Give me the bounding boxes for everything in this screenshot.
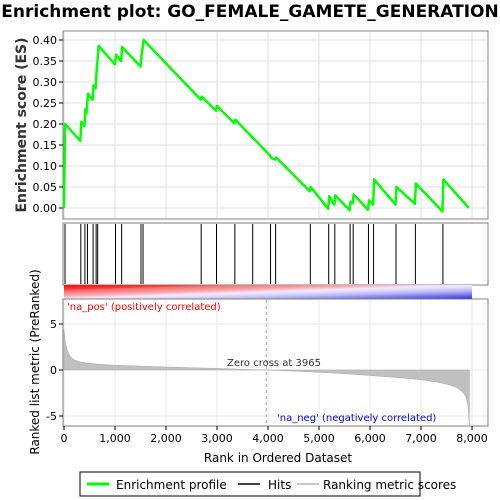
es-panel-frame [62, 30, 489, 220]
metric-xtick-label: 0 [61, 432, 68, 445]
metric-ytick-label: -5 [46, 410, 57, 423]
enrichment-profile-line [62, 38, 470, 213]
es-ytick-label: 0.25 [33, 97, 58, 110]
rank-color-bar [64, 285, 472, 299]
es-y-ticks: 0.00 0.05 0.10 0.15 0.20 0.25 0.30 0.35 0.40 [33, 34, 63, 215]
es-ytick-label: 0.05 [33, 181, 58, 194]
metric-y-axis-label: Ranked list metric (PreRanked) [28, 269, 42, 454]
metric-xtick-label: 8,000 [456, 432, 488, 445]
es-ytick-label: 0.10 [33, 160, 58, 173]
hits-marks [64, 224, 444, 284]
legend-profile-label: Enrichment profile [116, 478, 227, 492]
metric-y-ticks: -5 0 5 [46, 318, 63, 423]
ranking-metric-area [63, 329, 470, 426]
es-ytick-label: 0.35 [33, 55, 58, 68]
metric-xtick-label: 4,000 [252, 432, 284, 445]
metric-x-ticks: 0 1,000 2,000 3,000 4,000 5,000 6,000 7,000 8,00… [61, 426, 488, 445]
es-ytick-label: 0.30 [33, 76, 58, 89]
es-ytick-label: 0.40 [33, 34, 58, 47]
es-gridlines [63, 32, 487, 218]
es-ytick-label: 0.15 [33, 139, 58, 152]
neg-annotation: 'na_neg' (negatively correlated) [277, 413, 436, 424]
metric-xtick-label: 7,000 [405, 432, 437, 445]
es-y-axis-label: Enrichment score (ES) [14, 37, 30, 212]
metric-x-axis-label: Rank in Ordered Dataset [204, 451, 352, 465]
metric-xtick-label: 6,000 [354, 432, 386, 445]
pos-annotation: 'na_pos' (positively correlated) [67, 302, 221, 313]
legend-hits-label: Hits [268, 478, 291, 492]
zero-cross-annotation: Zero cross at 3965 [227, 358, 321, 369]
metric-xtick-label: 2,000 [150, 432, 182, 445]
chart-title: Enrichment plot: GO_FEMALE_GAMETE_GENERA… [1, 2, 499, 22]
metric-ytick-label: 5 [50, 318, 57, 331]
metric-xtick-label: 1,000 [99, 432, 131, 445]
metric-ytick-label: 0 [50, 364, 57, 377]
legend-metric-label: Ranking metric scores [323, 478, 456, 492]
es-ytick-label: 0.20 [33, 118, 58, 131]
metric-xtick-label: 5,000 [303, 432, 335, 445]
metric-panel-frame [62, 298, 489, 427]
es-ytick-label: 0.00 [33, 202, 58, 215]
metric-xtick-label: 3,000 [201, 432, 233, 445]
